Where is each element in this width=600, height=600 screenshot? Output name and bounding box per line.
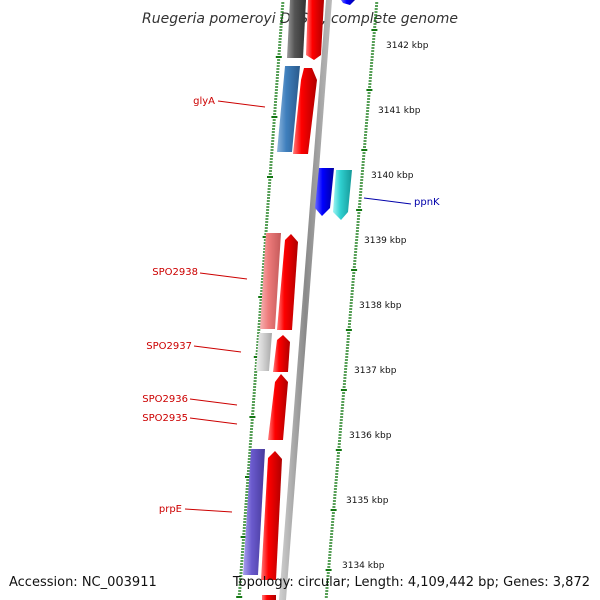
gene-label-SPO2936[interactable]: SPO2936 — [142, 394, 188, 405]
gene-label-SPO2938[interactable]: SPO2938 — [152, 267, 198, 278]
genome-summary-text: Topology: circular; Length: 4,109,442 bp… — [232, 575, 590, 590]
ruler-label-3142: 3142 kbp — [386, 41, 429, 51]
gc-track-left — [236, 2, 285, 598]
gene-label-ppnK[interactable]: ppnK — [414, 197, 440, 208]
sequence-backbone — [279, 0, 332, 600]
ruler-label-3134: 3134 kbp — [342, 561, 385, 571]
leader-glyA — [217, 100, 266, 108]
ruler-label-3138: 3138 kbp — [359, 301, 402, 311]
gene-labels: glyA ppnK SPO2938 SPO2937 SPO2936 SPO293… — [142, 96, 440, 515]
ruler-label-3139: 3139 kbp — [364, 236, 407, 246]
cds-feature-glyA[interactable] — [277, 66, 300, 152]
cds-feature-SPO2938-neighbor[interactable] — [277, 234, 298, 330]
leader-SPO2937 — [193, 345, 242, 353]
leader-SPO2938 — [199, 272, 248, 280]
gc-track — [236, 2, 379, 598]
cds-feature-SPO2937-neighbor[interactable] — [273, 335, 290, 372]
gc-track-right — [324, 2, 379, 598]
ruler-label-3141: 3141 kbp — [378, 106, 421, 116]
cds-feature-SPO2936[interactable] — [268, 374, 288, 440]
ruler-label-3137: 3137 kbp — [354, 366, 397, 376]
ruler-label-3135: 3135 kbp — [346, 496, 389, 506]
cds-feature-prpE-neighbor[interactable] — [261, 451, 282, 580]
leader-SPO2936 — [189, 398, 238, 406]
gene-label-prpE[interactable]: prpE — [159, 504, 182, 515]
leader-SPO2935 — [189, 417, 238, 425]
cds-feature-SPO2938[interactable] — [260, 233, 281, 329]
leader-ppnK — [363, 197, 412, 205]
gene-label-glyA[interactable]: glyA — [193, 96, 215, 107]
cds-feature-bottom-red[interactable] — [262, 595, 276, 600]
cds-feature-top-red[interactable] — [306, 0, 324, 60]
cds-feature-prpE[interactable] — [243, 449, 265, 575]
cds-feature-ppnK-blue[interactable] — [315, 168, 334, 216]
ruler-label-3140: 3140 kbp — [371, 171, 414, 181]
ruler: 3142 kbp 3141 kbp 3140 kbp 3139 kbp 3138… — [342, 41, 429, 571]
cds-feature-top-grey[interactable] — [287, 0, 306, 58]
cds-features — [243, 0, 355, 600]
cds-feature-glyA-neighbor[interactable] — [293, 68, 317, 154]
cds-feature-SPO2937[interactable] — [256, 333, 272, 371]
cds-feature-top-blue[interactable] — [341, 0, 355, 5]
ruler-label-3136: 3136 kbp — [349, 431, 392, 441]
leader-prpE — [184, 508, 233, 513]
cds-feature-ppnK[interactable] — [333, 170, 352, 220]
gene-label-SPO2937[interactable]: SPO2937 — [146, 341, 192, 352]
gene-label-SPO2935[interactable]: SPO2935 — [142, 413, 188, 424]
accession-text: Accession: NC_003911 — [9, 575, 157, 590]
